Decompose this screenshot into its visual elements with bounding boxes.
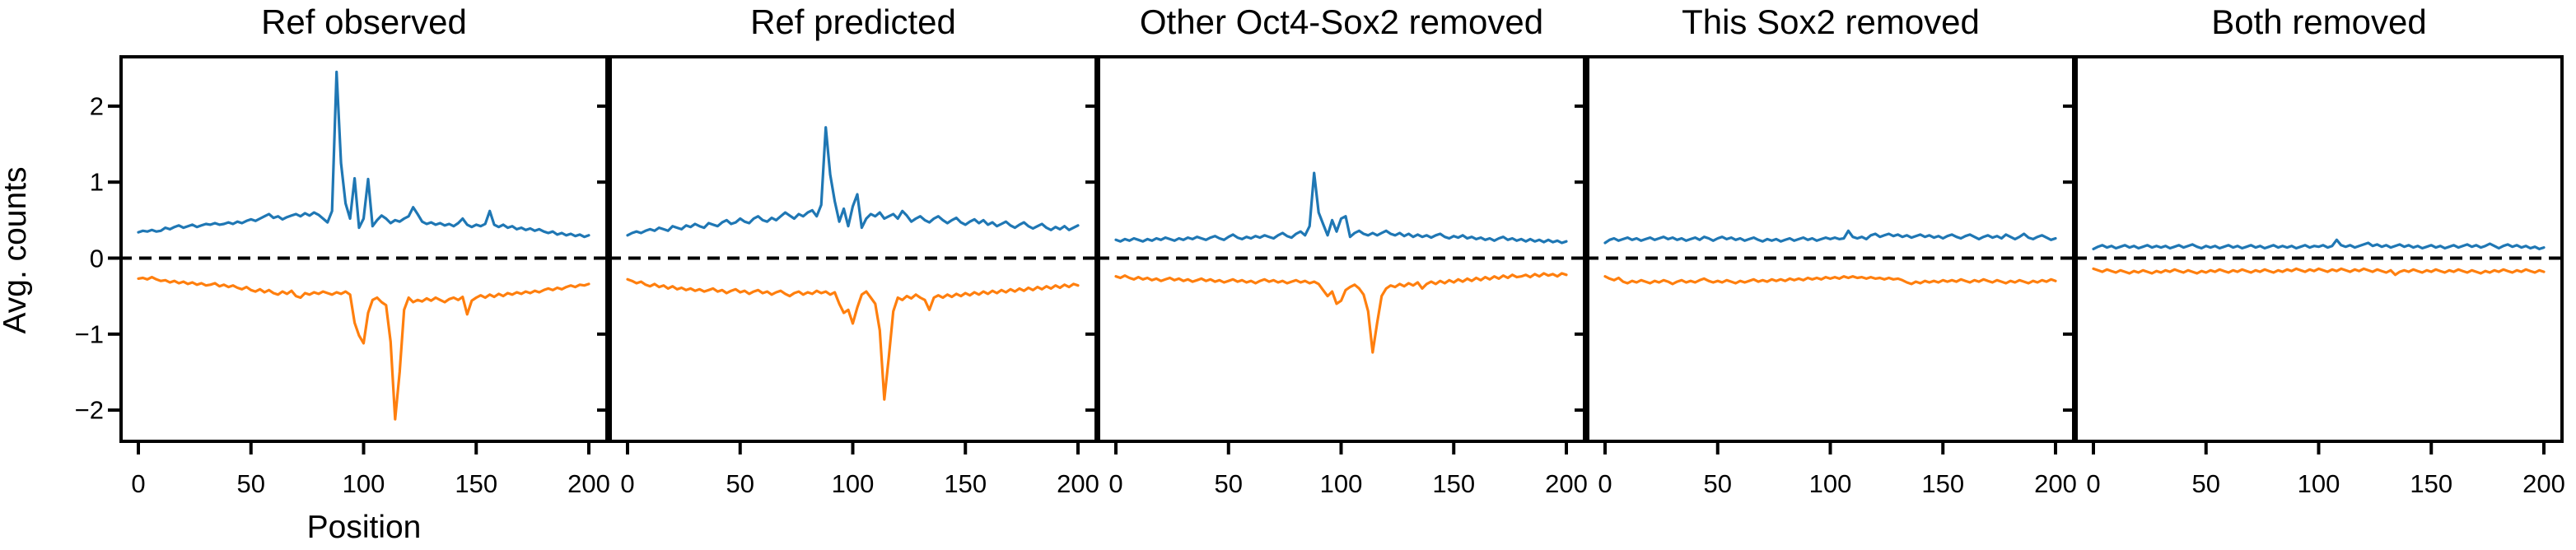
panel-border [1097, 55, 1586, 443]
negative-strand-line [1603, 275, 2057, 286]
panel-title-ref-observed: Ref observed [261, 2, 467, 41]
positive-strand-line [1603, 229, 2057, 245]
x-axis-label: Position [306, 510, 422, 545]
panel-2 [1085, 55, 1586, 454]
positive-strand-line [137, 70, 590, 239]
x-tick-label: 50 [236, 469, 265, 498]
panel-title-ref-predicted: Ref predicted [750, 2, 956, 41]
panel-border [1586, 55, 2075, 443]
panel-title-other-oct4-sox2-removed: Other Oct4-Sox2 removed [1139, 2, 1544, 41]
x-tick-label: 150 [1432, 469, 1476, 498]
y-tick-label: −1 [74, 319, 104, 349]
x-tick-label: 200 [1057, 469, 1099, 498]
x-tick-label: 50 [2191, 469, 2220, 498]
x-tick-label: 0 [2086, 469, 2101, 498]
x-tick-label: 150 [2410, 469, 2453, 498]
x-tick-label: 100 [342, 469, 385, 498]
x-tick-label: 200 [1545, 469, 1588, 498]
x-tick-label: 200 [2034, 469, 2077, 498]
panel-border [609, 55, 1098, 443]
negative-strand-line [1114, 272, 1568, 354]
x-tick-label: 150 [944, 469, 987, 498]
x-tick-label: 100 [2297, 469, 2340, 498]
x-tick-label: 50 [1703, 469, 1732, 498]
panel-0 [108, 55, 609, 454]
x-tick-label: 150 [455, 469, 498, 498]
x-tick-label: 0 [1108, 469, 1123, 498]
negative-strand-line [626, 277, 1080, 401]
x-tick-label: 150 [1921, 469, 1965, 498]
x-tick-label: 100 [831, 469, 875, 498]
panel-border [2074, 55, 2564, 443]
x-tick-label: 200 [567, 469, 610, 498]
panel-3 [1575, 55, 2075, 454]
negative-strand-line [2092, 267, 2546, 277]
panel-1 [597, 55, 1098, 454]
panel-border [119, 55, 609, 443]
panel-title-this-sox2-removed: This Sox2 removed [1682, 2, 1980, 41]
y-tick-label: 2 [89, 91, 104, 121]
x-tick-label: 0 [131, 469, 146, 498]
x-tick-label: 100 [1808, 469, 1852, 498]
positive-strand-line [626, 126, 1080, 237]
positive-strand-line [2092, 238, 2546, 250]
x-tick-label: 50 [726, 469, 754, 498]
x-tick-label: 0 [620, 469, 635, 498]
positive-strand-line [1114, 171, 1568, 245]
panel-4 [2063, 55, 2564, 454]
x-tick-label: 200 [2522, 469, 2565, 498]
y-tick-label: 0 [89, 244, 104, 273]
x-tick-label: 50 [1214, 469, 1243, 498]
x-tick-label: 100 [1319, 469, 1363, 498]
y-tick-label: −2 [74, 395, 104, 425]
y-tick-label: 1 [89, 167, 104, 197]
negative-strand-line [137, 276, 590, 421]
x-tick-label: 0 [1598, 469, 1612, 498]
panel-title-both-removed: Both removed [2211, 2, 2427, 41]
